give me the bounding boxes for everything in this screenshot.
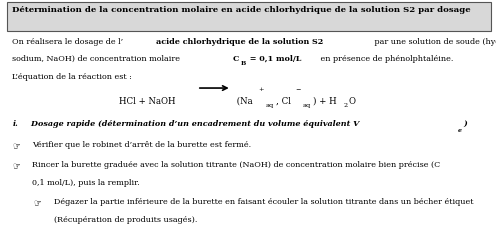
Text: acide chlorhydrique de la solution S2: acide chlorhydrique de la solution S2 — [156, 38, 323, 46]
Text: = 0,1 mol/L: = 0,1 mol/L — [248, 55, 302, 62]
Text: O: O — [349, 97, 356, 106]
Text: sodium, NaOH) de concentration molaire: sodium, NaOH) de concentration molaire — [12, 55, 183, 62]
Text: (Récupération de produits usagés).: (Récupération de produits usagés). — [54, 216, 197, 224]
Text: Détermination de la concentration molaire en acide chlorhydrique de la solution : Détermination de la concentration molair… — [12, 6, 471, 14]
Text: Rincer la burette graduée avec la solution titrante (NaOH) de concentration mola: Rincer la burette graduée avec la soluti… — [32, 161, 440, 169]
Text: aq: aq — [303, 103, 310, 108]
Text: i.: i. — [12, 120, 18, 128]
Text: ) + H: ) + H — [313, 97, 337, 106]
Text: −: − — [295, 87, 301, 92]
Text: en présence de phénolphtaléine.: en présence de phénolphtaléine. — [317, 55, 453, 62]
Text: 2: 2 — [343, 103, 348, 108]
Text: ): ) — [463, 120, 467, 128]
Text: par une solution de soude (hydroxyde d: par une solution de soude (hydroxyde d — [372, 38, 496, 46]
Text: Dégazer la partie inférieure de la burette en faisant écouler la solution titran: Dégazer la partie inférieure de la buret… — [54, 198, 473, 206]
Text: ☞: ☞ — [34, 198, 42, 207]
Text: 0,1 mol/L), puis la remplir.: 0,1 mol/L), puis la remplir. — [32, 179, 140, 187]
Text: L’équation de la réaction est :: L’équation de la réaction est : — [12, 73, 132, 81]
Text: C: C — [233, 55, 239, 62]
Text: ☞: ☞ — [12, 141, 20, 150]
Text: Vérifier que le robinet d’arrêt de la burette est fermé.: Vérifier que le robinet d’arrêt de la bu… — [32, 141, 251, 149]
Text: On réalisera le dosage de l’: On réalisera le dosage de l’ — [12, 38, 124, 46]
Text: (Na: (Na — [234, 97, 253, 106]
Text: Dosage rapide (détermination d’un encadrement du volume équivalent V: Dosage rapide (détermination d’un encadr… — [20, 120, 359, 128]
Text: aq: aq — [265, 103, 273, 108]
Text: HCl + NaOH: HCl + NaOH — [119, 97, 176, 106]
Text: B: B — [241, 61, 246, 66]
FancyBboxPatch shape — [7, 2, 491, 31]
Text: e: e — [458, 128, 462, 133]
Text: +: + — [258, 87, 264, 92]
Text: ☞: ☞ — [12, 161, 20, 170]
Text: , Cl: , Cl — [276, 97, 291, 106]
